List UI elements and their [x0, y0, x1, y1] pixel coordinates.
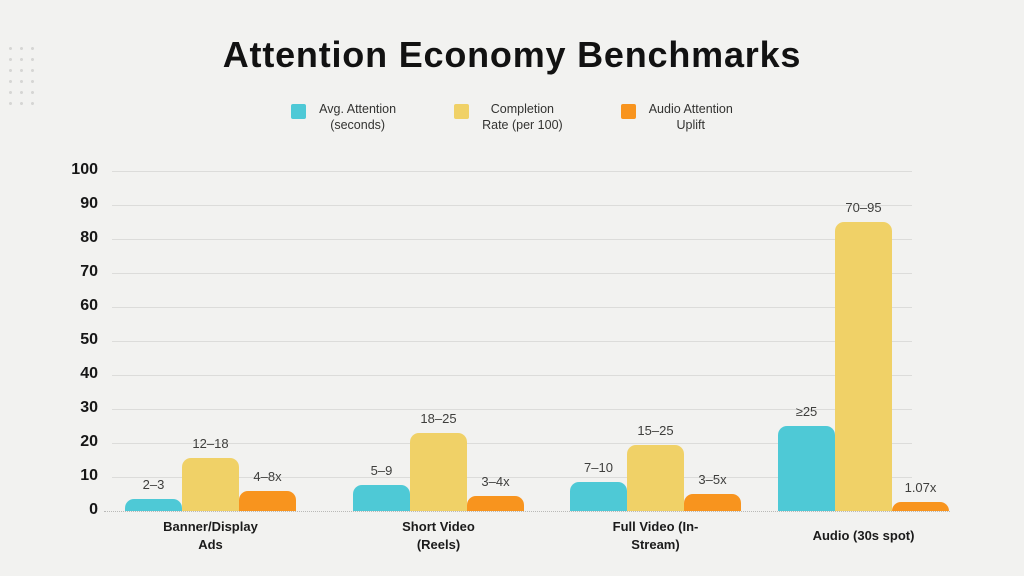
y-tick-label-30: 30 [80, 399, 98, 416]
bar-value-label: 2–3 [142, 477, 165, 492]
gridline-20 [112, 443, 912, 444]
gridline-70 [112, 273, 912, 274]
y-tick-label-40: 40 [80, 365, 98, 382]
bar-series1-group2 [627, 445, 684, 511]
y-tick-label-60: 60 [80, 297, 98, 314]
gridline-80 [112, 239, 912, 240]
y-tick-label-80: 80 [80, 229, 98, 246]
bar-series0-group0 [125, 499, 182, 511]
gridline-40 [112, 375, 912, 376]
bar-value-label: 70–95 [845, 200, 882, 215]
category-label-0: Banner/Display Ads [163, 519, 258, 553]
bar-series1-group1 [410, 433, 467, 511]
legend-item-2: Audio Attention Uplift [620, 101, 733, 133]
bar-value-label: 7–10 [584, 460, 613, 475]
category-label-2: Full Video (In- Stream) [612, 519, 699, 553]
bar-value-label: 3–4x [481, 474, 510, 489]
y-tick-label-50: 50 [80, 331, 98, 348]
category-label-1: Short Video (Reels) [402, 519, 475, 553]
y-tick-label-90: 90 [80, 195, 98, 212]
y-tick-label-0: 0 [89, 501, 98, 518]
y-tick-label-10: 10 [80, 467, 98, 484]
bar-value-label: 5–9 [370, 463, 393, 478]
gridline-10 [112, 477, 912, 478]
bar-value-label: 12–18 [192, 436, 229, 451]
bar-value-label: 4–8x [253, 469, 282, 484]
chart-legend: Avg. Attention (seconds) Completion Rate … [0, 101, 1024, 133]
bar-value-label: 18–25 [420, 411, 457, 426]
bar-series2-group0 [239, 491, 296, 511]
legend-label: Avg. Attention (seconds) [319, 102, 397, 132]
gridline-60 [112, 307, 912, 308]
bar-series1-group0 [182, 458, 239, 511]
legend-item-1: Completion Rate (per 100) [454, 101, 563, 133]
y-tick-label-100: 100 [71, 161, 98, 178]
bar-series2-group3 [892, 502, 949, 511]
legend-item-0: Avg. Attention (seconds) [291, 101, 396, 133]
bar-series2-group2 [684, 494, 741, 511]
bar-value-label: 1.07x [904, 480, 937, 495]
dot-grid-decoration [2, 40, 38, 108]
legend-swatch-icon [620, 104, 636, 119]
category-label-3: Audio (30s spot) [812, 528, 915, 543]
legend-swatch-icon [291, 104, 307, 119]
legend-label: Completion Rate (per 100) [482, 102, 563, 132]
x-axis-baseline [104, 511, 950, 512]
legend-label: Audio Attention Uplift [648, 102, 733, 132]
y-tick-label-20: 20 [80, 433, 98, 450]
bar-value-label: 3–5x [698, 472, 727, 487]
bar-series1-group3 [835, 222, 892, 511]
gridline-50 [112, 341, 912, 342]
bar-value-label: ≥25 [795, 404, 818, 419]
y-tick-label-70: 70 [80, 263, 98, 280]
gridline-30 [112, 409, 912, 410]
legend-swatch-icon [454, 104, 470, 119]
bar-series0-group1 [353, 485, 410, 511]
bar-series0-group3 [778, 426, 835, 511]
bar-series2-group1 [467, 496, 524, 511]
chart-title: Attention Economy Benchmarks [222, 34, 802, 75]
bar-series0-group2 [570, 482, 627, 511]
gridline-100 [112, 171, 912, 172]
bar-value-label: 15–25 [637, 423, 674, 438]
gridline-90 [112, 205, 912, 206]
